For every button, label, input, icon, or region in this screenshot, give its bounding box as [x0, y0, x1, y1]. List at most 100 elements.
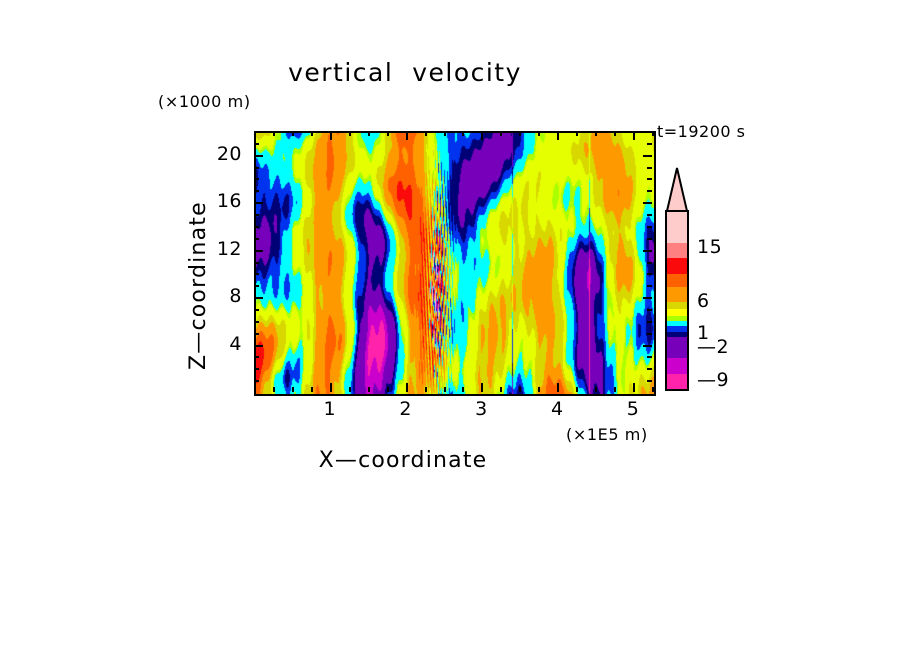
x-tick-label: 3 — [475, 398, 488, 420]
plot-area — [254, 131, 656, 396]
axis-tick — [643, 155, 652, 157]
colorbar-band — [667, 315, 687, 323]
colorbar-band — [667, 242, 687, 259]
axis-tick — [254, 345, 263, 347]
axis-tick — [254, 356, 259, 358]
axis-tick — [647, 368, 652, 370]
axis-tick — [647, 226, 652, 228]
axis-tick — [462, 131, 464, 136]
axis-tick — [481, 131, 483, 140]
y-tick-label: 4 — [229, 332, 242, 355]
axis-tick — [647, 178, 652, 180]
colorbar-band — [667, 358, 687, 376]
axis-tick — [254, 155, 263, 157]
axis-tick — [595, 131, 597, 136]
axis-tick — [311, 131, 313, 136]
axis-tick — [254, 297, 263, 299]
x-tick-label: 5 — [626, 398, 640, 420]
axis-tick — [643, 250, 652, 252]
colorbar-band — [667, 273, 687, 288]
axis-tick — [481, 383, 483, 392]
axis-tick — [368, 131, 370, 136]
axis-tick — [254, 368, 259, 370]
axis-tick — [311, 387, 313, 392]
axis-tick — [254, 131, 259, 133]
axis-tick — [444, 131, 446, 136]
axis-tick — [519, 131, 521, 136]
axis-tick — [647, 356, 652, 358]
y-tick-label: 16 — [216, 190, 242, 213]
axis-tick — [614, 131, 616, 136]
axis-tick — [292, 131, 294, 136]
colorbar-tick-label: 15 — [697, 236, 723, 258]
axis-tick — [652, 131, 654, 136]
axis-tick — [576, 387, 578, 392]
x-axis-title: X—coordinate — [318, 448, 488, 473]
colorbar-tick-label: 6 — [697, 290, 710, 312]
colorbar-tick-label: —2 — [697, 336, 730, 358]
time-annotation: t=19200 s — [657, 122, 746, 141]
axis-tick — [387, 131, 389, 136]
axis-tick — [425, 131, 427, 136]
x-tick-label: 4 — [550, 398, 564, 420]
axis-tick — [406, 131, 408, 140]
axis-tick — [254, 226, 259, 228]
axis-tick — [368, 387, 370, 392]
axis-tick — [330, 383, 332, 392]
colorbar-band — [667, 320, 687, 328]
axis-tick — [557, 131, 559, 140]
axis-tick — [595, 387, 597, 392]
axis-tick — [643, 297, 652, 299]
axis-tick — [557, 383, 559, 392]
axis-tick — [652, 387, 654, 392]
contour-field — [256, 133, 654, 394]
colorbar-tick-label: 1 — [697, 322, 710, 344]
axis-tick — [647, 321, 652, 323]
x-tick-label: 1 — [323, 398, 337, 420]
axis-tick — [349, 387, 351, 392]
axis-tick — [647, 333, 652, 335]
axis-tick — [647, 143, 652, 145]
axis-tick — [254, 250, 263, 252]
axis-tick — [254, 190, 259, 192]
colorbar-band — [667, 286, 687, 304]
axis-tick — [647, 285, 652, 287]
axis-tick — [254, 202, 263, 204]
colorbar-band — [667, 258, 687, 276]
axis-tick — [462, 387, 464, 392]
axis-tick — [576, 131, 578, 136]
axis-tick — [292, 387, 294, 392]
colorbar-band — [667, 212, 687, 244]
axis-tick — [647, 262, 652, 264]
y-axis-multiplier-label: (×1000 m) — [158, 92, 251, 111]
axis-tick — [254, 333, 259, 335]
axis-tick — [254, 143, 259, 145]
colorbar-band — [667, 337, 687, 360]
chart-title: vertical velocity — [288, 58, 522, 87]
x-tick-label: 2 — [399, 398, 412, 420]
colorbar-band — [667, 326, 687, 334]
axis-tick — [254, 214, 259, 216]
axis-tick — [254, 285, 259, 287]
y-tick-label: 12 — [216, 237, 242, 260]
colorbar-tick-label: —9 — [697, 369, 730, 391]
colorbar-band — [667, 308, 687, 317]
axis-tick — [254, 273, 259, 275]
colorbar-band — [667, 332, 687, 340]
axis-tick — [538, 387, 540, 392]
axis-tick — [647, 309, 652, 311]
axis-tick — [273, 131, 275, 136]
axis-tick — [647, 238, 652, 240]
axis-tick — [647, 167, 652, 169]
axis-tick — [614, 387, 616, 392]
axis-tick — [633, 131, 635, 140]
colorbar-band — [667, 374, 687, 389]
y-tick-label: 20 — [216, 142, 242, 165]
axis-tick — [349, 131, 351, 136]
axis-tick — [538, 131, 540, 136]
axis-tick — [406, 383, 408, 392]
axis-tick — [643, 345, 652, 347]
axis-tick — [500, 387, 502, 392]
axis-tick — [254, 178, 259, 180]
y-tick-label: 8 — [229, 285, 242, 308]
